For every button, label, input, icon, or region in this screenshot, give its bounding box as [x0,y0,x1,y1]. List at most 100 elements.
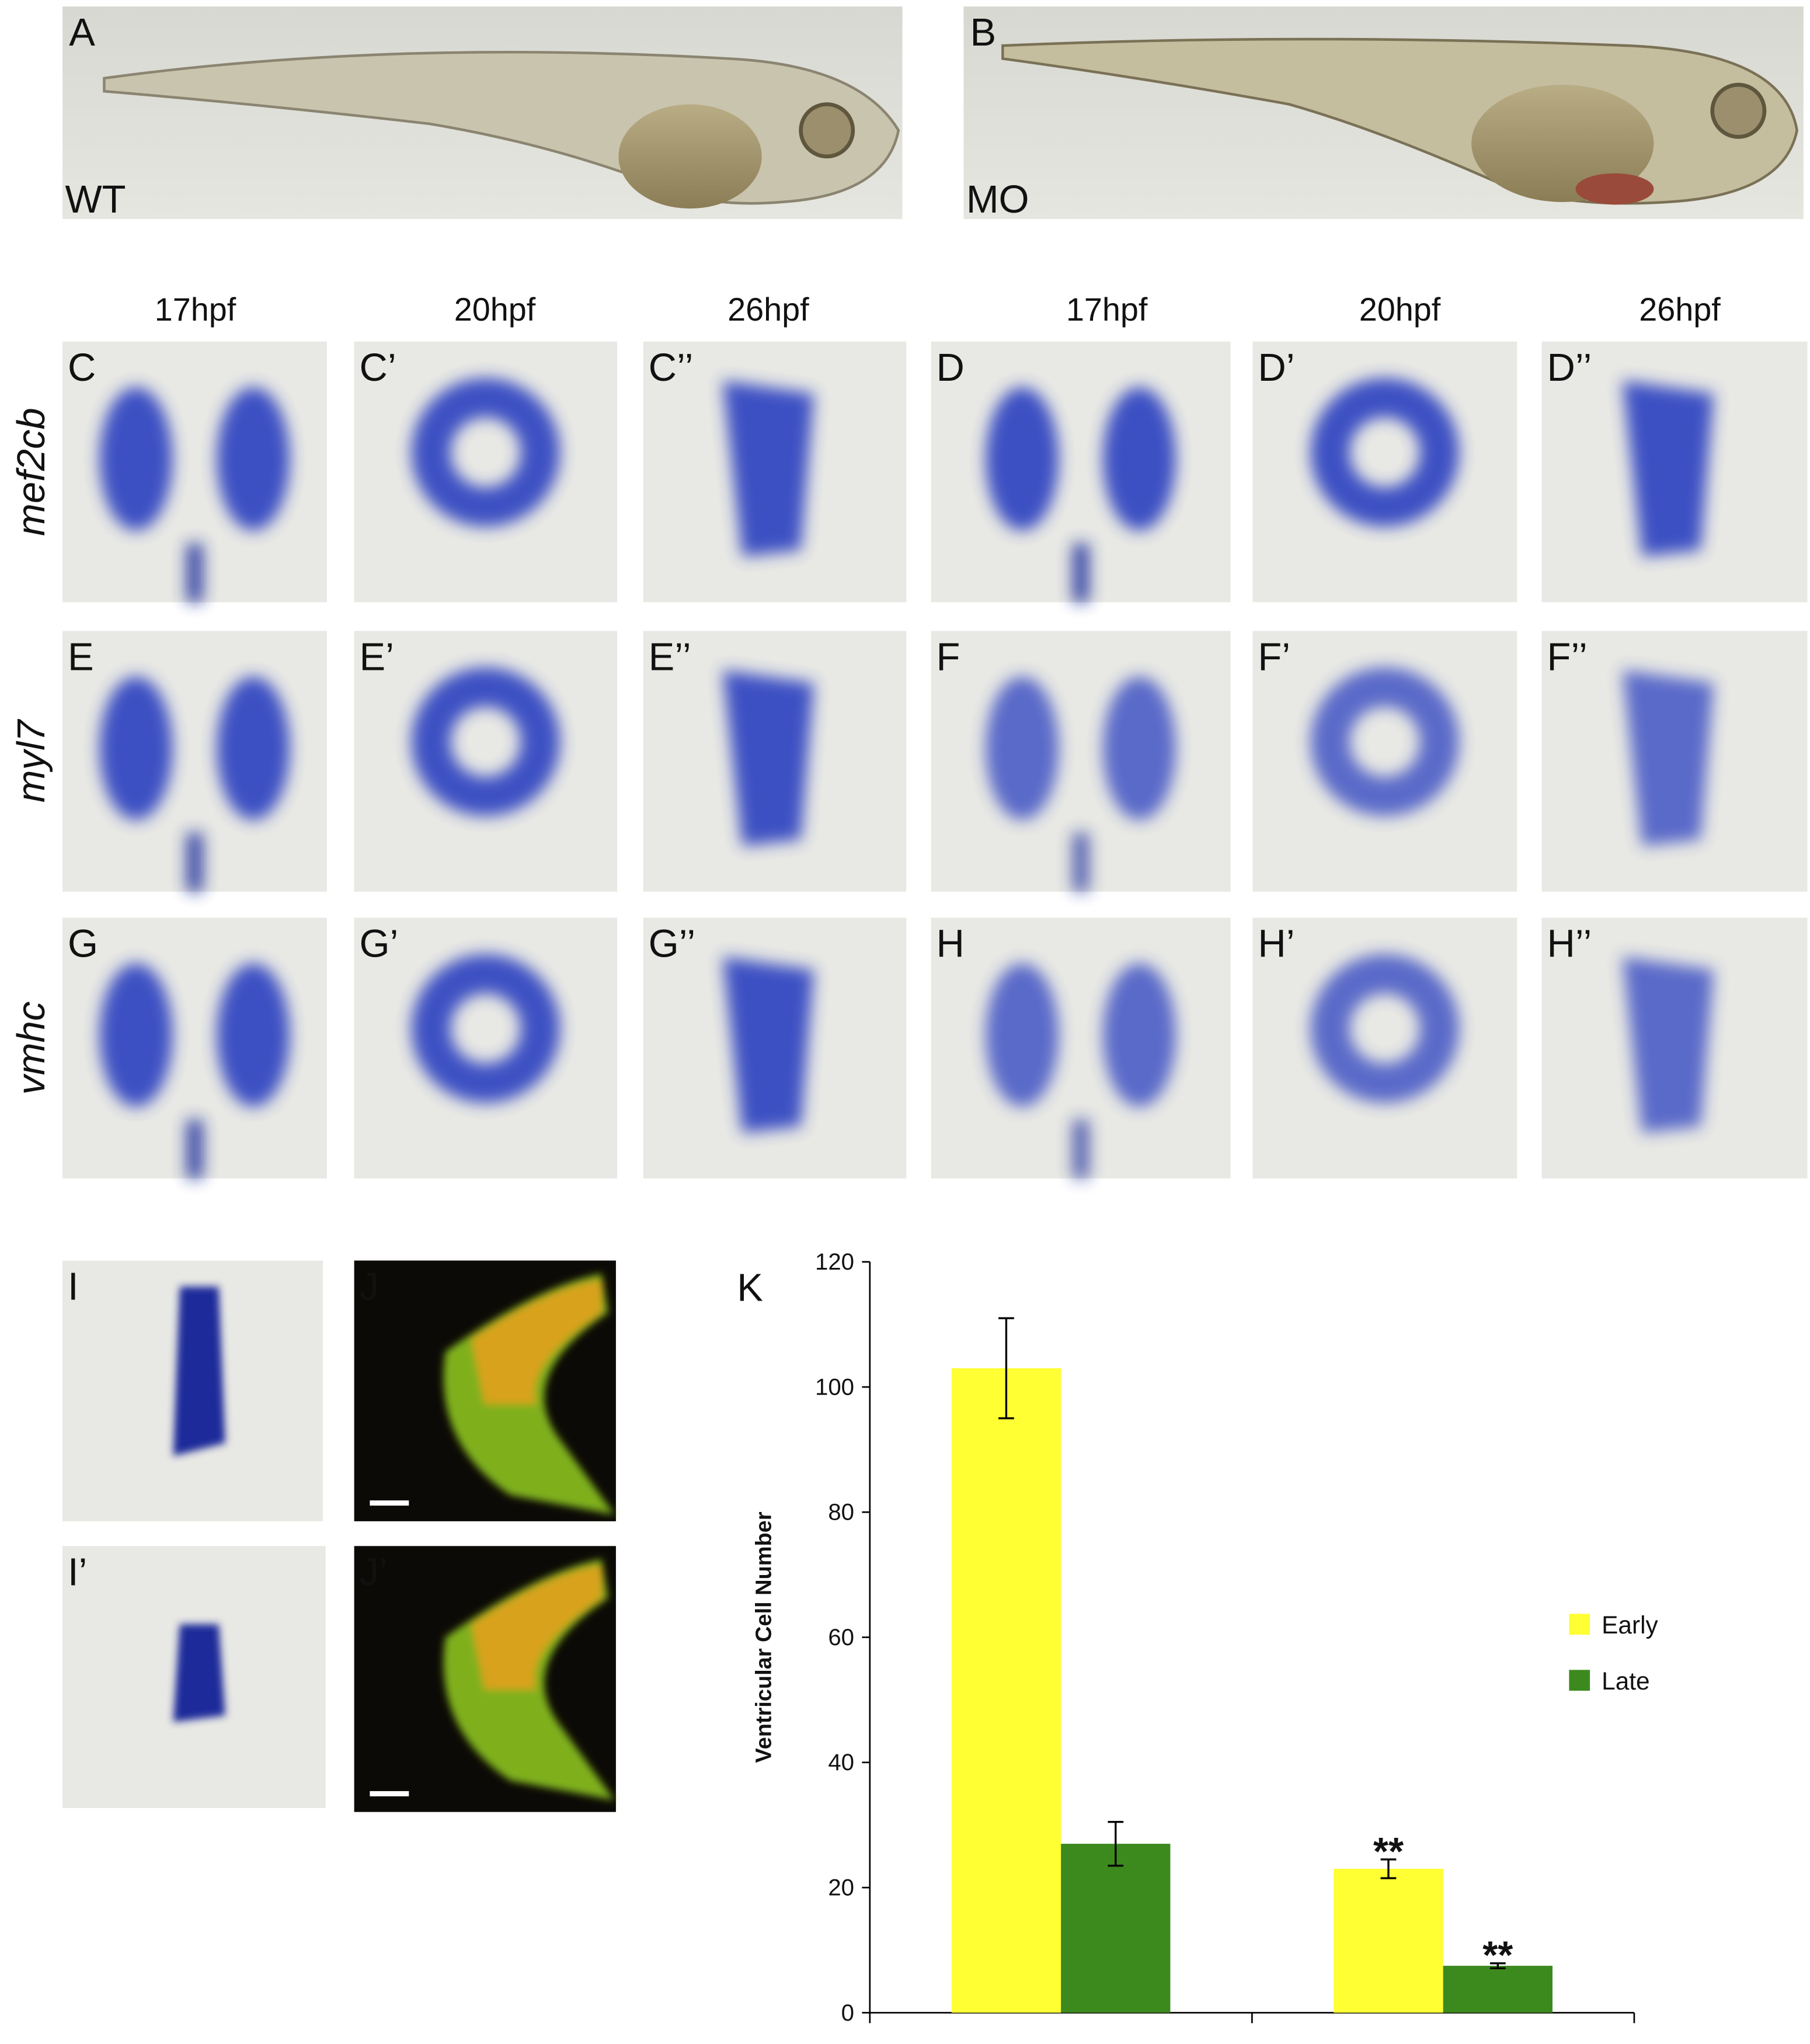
stain-pattern [99,387,290,603]
row-label: vmhc [9,1002,53,1095]
stain [217,963,290,1107]
column-header: 26hpf [1639,291,1721,328]
micrograph-content [173,1287,225,1456]
stain [173,1624,225,1722]
stain [1310,378,1459,527]
stain-pattern [986,676,1176,892]
stain [986,676,1059,821]
stain [1073,1120,1089,1179]
panel-label: F’’ [1547,635,1587,679]
error-bar [1489,1962,1506,1970]
y-tick-label: 20 [828,1875,854,1901]
panel-label: A [69,11,95,54]
legend-label: Late [1602,1667,1649,1695]
panel-caption: MO [966,178,1029,221]
stain-pattern [1622,957,1714,1133]
tissue [471,1280,602,1405]
stain [187,1120,203,1179]
panel-layer: A WT B MO 17hpf 20hpf 26hpf 17hpf 20hpf 26hpf mef2… [9,11,1808,1812]
y-tick-label: 80 [828,1499,854,1525]
panel-label: C’’ [649,346,694,390]
stain [411,667,560,816]
stain [1073,543,1089,603]
stain-pattern [722,670,814,846]
stain-pattern [986,963,1176,1179]
panel-label: G’ [360,922,399,965]
stain-pattern [411,667,560,816]
panel-label: D [937,346,965,390]
panel-label: F’ [1258,635,1290,679]
column-header: 20hpf [454,291,536,328]
stain [986,387,1059,531]
stain-pattern [1622,670,1714,846]
error-bar [1380,1858,1397,1879]
row-label: myl7 [9,718,53,802]
micrograph-content [443,1559,615,1800]
y-tick-label: 40 [828,1749,854,1775]
stain [1073,833,1089,892]
panel-label: H [937,922,965,965]
panel-caption: WT [65,178,126,221]
stain-pattern [99,963,290,1179]
stain [1102,676,1176,821]
panel-label: J [360,1264,379,1308]
panel-label: D’ [1258,346,1294,390]
embryo-photo-b [963,6,1804,220]
stain-pattern [1310,954,1459,1103]
panel-label: I’ [68,1550,87,1594]
stain-pattern [411,378,560,527]
stain-pattern [1310,378,1459,527]
stain [99,387,173,531]
stain-pattern [986,387,1176,603]
stain [722,380,814,557]
stain [1622,957,1714,1133]
y-tick-label: 120 [815,1249,854,1275]
stain [411,378,560,527]
error-bar [998,1317,1014,1420]
panel-label: D’’ [1547,346,1592,390]
panel-label: C’ [360,346,396,390]
y-axis-title: Ventricular Cell Number [751,1511,776,1763]
stain [99,963,173,1107]
stain-pattern [99,676,290,892]
significance-label: ** [1373,1830,1404,1873]
bar [1061,1844,1171,2013]
column-header: 26hpf [728,291,809,328]
y-tick-label: 0 [841,2000,854,2026]
panel-label: H’ [1258,922,1294,965]
stain-pattern [1310,667,1459,816]
panel-label: E’ [360,635,394,679]
stain [1310,954,1459,1103]
stain-pattern [722,957,814,1133]
bar [1334,1869,1443,2013]
scale-bar [370,1791,409,1796]
stain [187,833,203,892]
panel-label: K [737,1266,763,1310]
error-bar [1108,1820,1124,1867]
stain [1102,963,1176,1107]
stain [411,954,560,1103]
stain [173,1287,225,1456]
embryo-photo-a [62,6,903,220]
micrograph-content [443,1273,615,1515]
stain [986,963,1059,1107]
tissue [471,1565,602,1690]
legend-swatch [1569,1614,1590,1635]
panel-label: C [68,346,96,390]
stain [217,387,290,531]
stain [1102,387,1176,531]
stain-pattern [411,954,560,1103]
stain-pattern [722,380,814,557]
stain [722,670,814,846]
panel-label: H’’ [1547,922,1592,965]
panel-label: J’ [360,1550,388,1594]
stain [1310,667,1459,816]
stain [99,676,173,821]
panel-label: B [970,11,997,54]
significance-label: ** [1482,1934,1513,1977]
y-tick-label: 100 [815,1374,854,1400]
panel-label: E’’ [649,635,691,679]
